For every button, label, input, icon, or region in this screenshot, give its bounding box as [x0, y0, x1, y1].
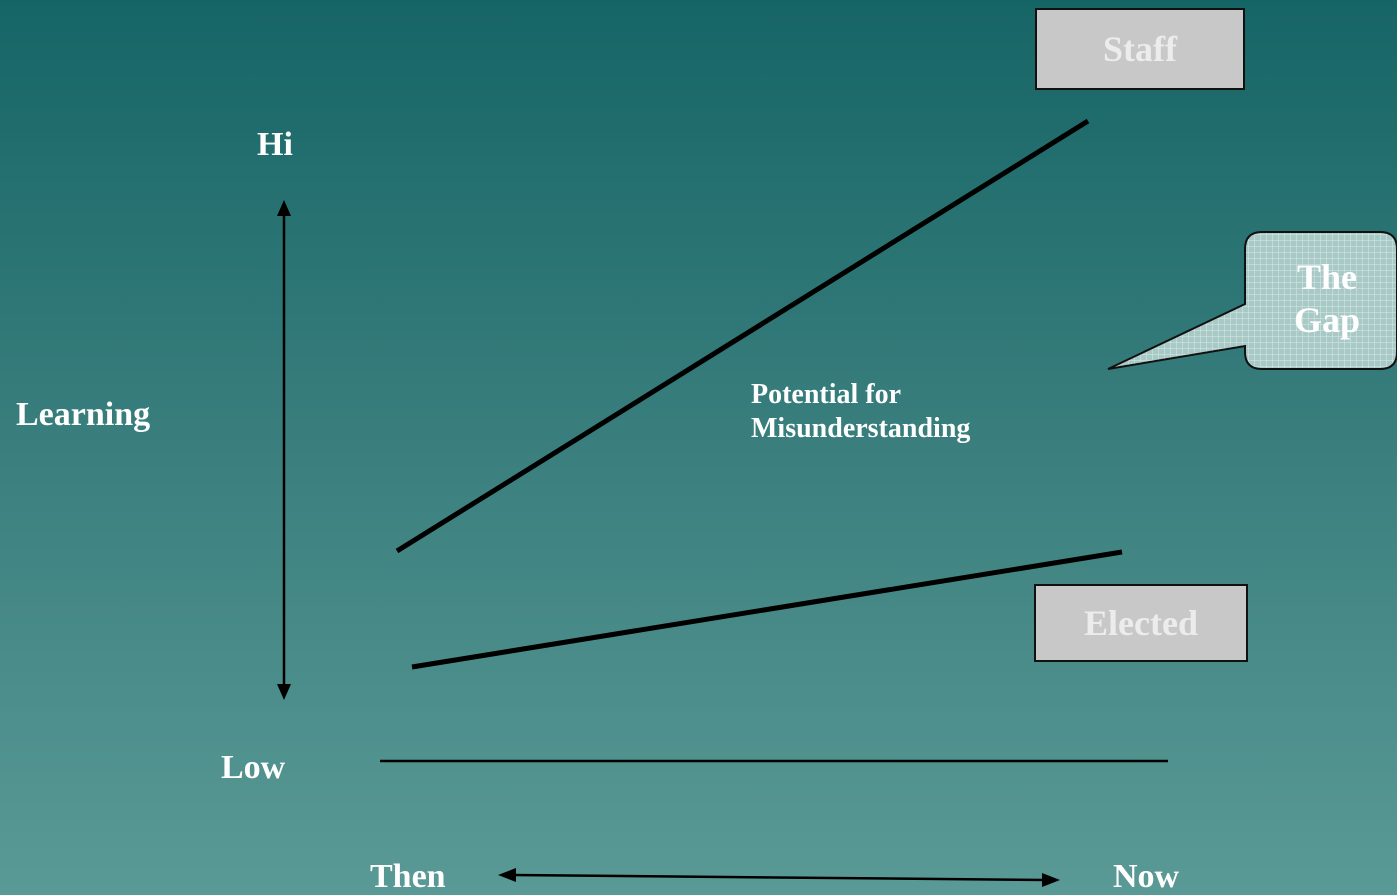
then-label: Then: [370, 858, 446, 895]
learning-label: Learning: [16, 396, 151, 433]
gap-callout-label: The Gap: [1262, 256, 1392, 342]
low-label: Low: [221, 749, 286, 786]
gap-callout-line2: Gap: [1293, 300, 1361, 341]
staff-box: Staff: [1035, 8, 1245, 90]
learning-axis-arrow: [277, 200, 291, 700]
gap-callout-line1: The: [1296, 257, 1357, 297]
elected-box: Elected: [1034, 584, 1248, 662]
staff-label: Staff: [1103, 29, 1177, 69]
elected-label: Elected: [1084, 603, 1198, 643]
hi-label: Hi: [257, 126, 293, 163]
misunderstanding-annotation: Potential for Misunderstanding: [751, 378, 970, 445]
gap-callout-bubble: [1107, 231, 1397, 370]
now-label: Now: [1113, 858, 1180, 895]
time-axis-arrow: [498, 868, 1060, 887]
staff-trend-line: [395, 118, 1090, 554]
elected-trend-line: [411, 549, 1123, 670]
annotation-line1: Potential for: [751, 379, 902, 410]
annotation-line2: Misunderstanding: [751, 412, 971, 444]
